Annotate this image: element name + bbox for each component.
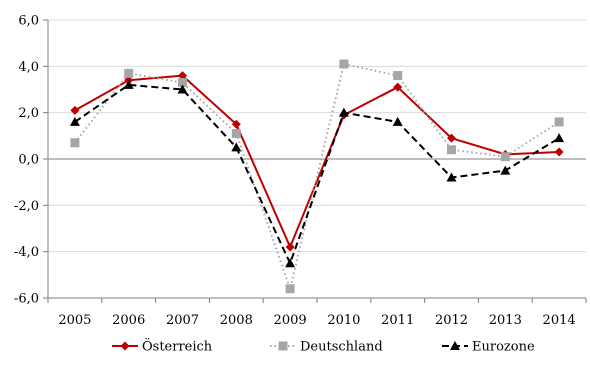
data-point (500, 152, 510, 162)
y-tick-label: -2,0 (14, 199, 39, 214)
series-2 (70, 59, 564, 294)
y-tick-label: 6,0 (18, 14, 39, 29)
data-point (177, 84, 188, 94)
data-point (554, 117, 564, 127)
data-point (393, 71, 403, 81)
data-point (124, 68, 134, 78)
x-tick-label: 2013 (489, 313, 522, 328)
x-tick-label: 2012 (435, 313, 468, 328)
data-point (231, 142, 242, 152)
legend-marker (278, 341, 288, 351)
x-tick-label: 2005 (58, 313, 91, 328)
x-tick-label: 2009 (274, 313, 307, 328)
y-tick-label: 0,0 (18, 153, 39, 168)
data-point (231, 119, 241, 129)
data-point (178, 71, 187, 81)
x-tick-label: 2006 (112, 313, 145, 328)
legend-marker (120, 341, 130, 351)
legend-item: Österreich (112, 338, 213, 355)
data-point (285, 258, 296, 268)
data-point (392, 116, 403, 126)
data-point (447, 145, 456, 155)
x-tick-label: 2011 (381, 313, 414, 328)
data-point (70, 138, 80, 148)
series-1 (70, 71, 564, 252)
data-point (123, 79, 134, 89)
y-tick-label: 2,0 (18, 106, 39, 121)
data-point (69, 116, 80, 126)
legend-item: Deutschland (270, 340, 383, 355)
legend-item: Eurozone (442, 340, 535, 355)
legend-label: Österreich (142, 338, 213, 355)
axis-layer: -6,0 -4,0 -2,0 0,0 2,0 4,0 6,0 2005 2006 2007 2008… (14, 14, 587, 328)
y-tick-label: -6,0 (14, 292, 39, 307)
x-tick-label: 2014 (543, 313, 576, 328)
data-point (338, 107, 349, 117)
x-tick-label: 2010 (327, 313, 360, 328)
y-tick-label: 4,0 (18, 60, 39, 75)
data-point (554, 133, 565, 143)
series-3 (69, 79, 565, 268)
x-tick-label: 2008 (220, 313, 253, 328)
data-point (285, 284, 295, 294)
data-point (393, 82, 403, 92)
data-point (447, 133, 456, 143)
legend-label: Deutschland (300, 340, 383, 355)
data-point (178, 78, 187, 88)
data-point (231, 129, 241, 139)
series-layer (69, 59, 565, 294)
data-point (446, 172, 457, 182)
series-line (74, 83, 560, 265)
series-line (74, 74, 560, 249)
data-point (70, 105, 80, 115)
x-tick-label: 2007 (166, 313, 199, 328)
y-tick-label: -4,0 (14, 245, 39, 260)
data-point (339, 59, 349, 69)
data-point (285, 242, 295, 252)
data-point (554, 147, 564, 157)
series-line (74, 63, 560, 290)
data-point (500, 165, 511, 175)
legend: Österreich Deutschland Eurozone (112, 338, 535, 355)
legend-marker (450, 341, 460, 350)
legend-label: Eurozone (472, 340, 535, 355)
